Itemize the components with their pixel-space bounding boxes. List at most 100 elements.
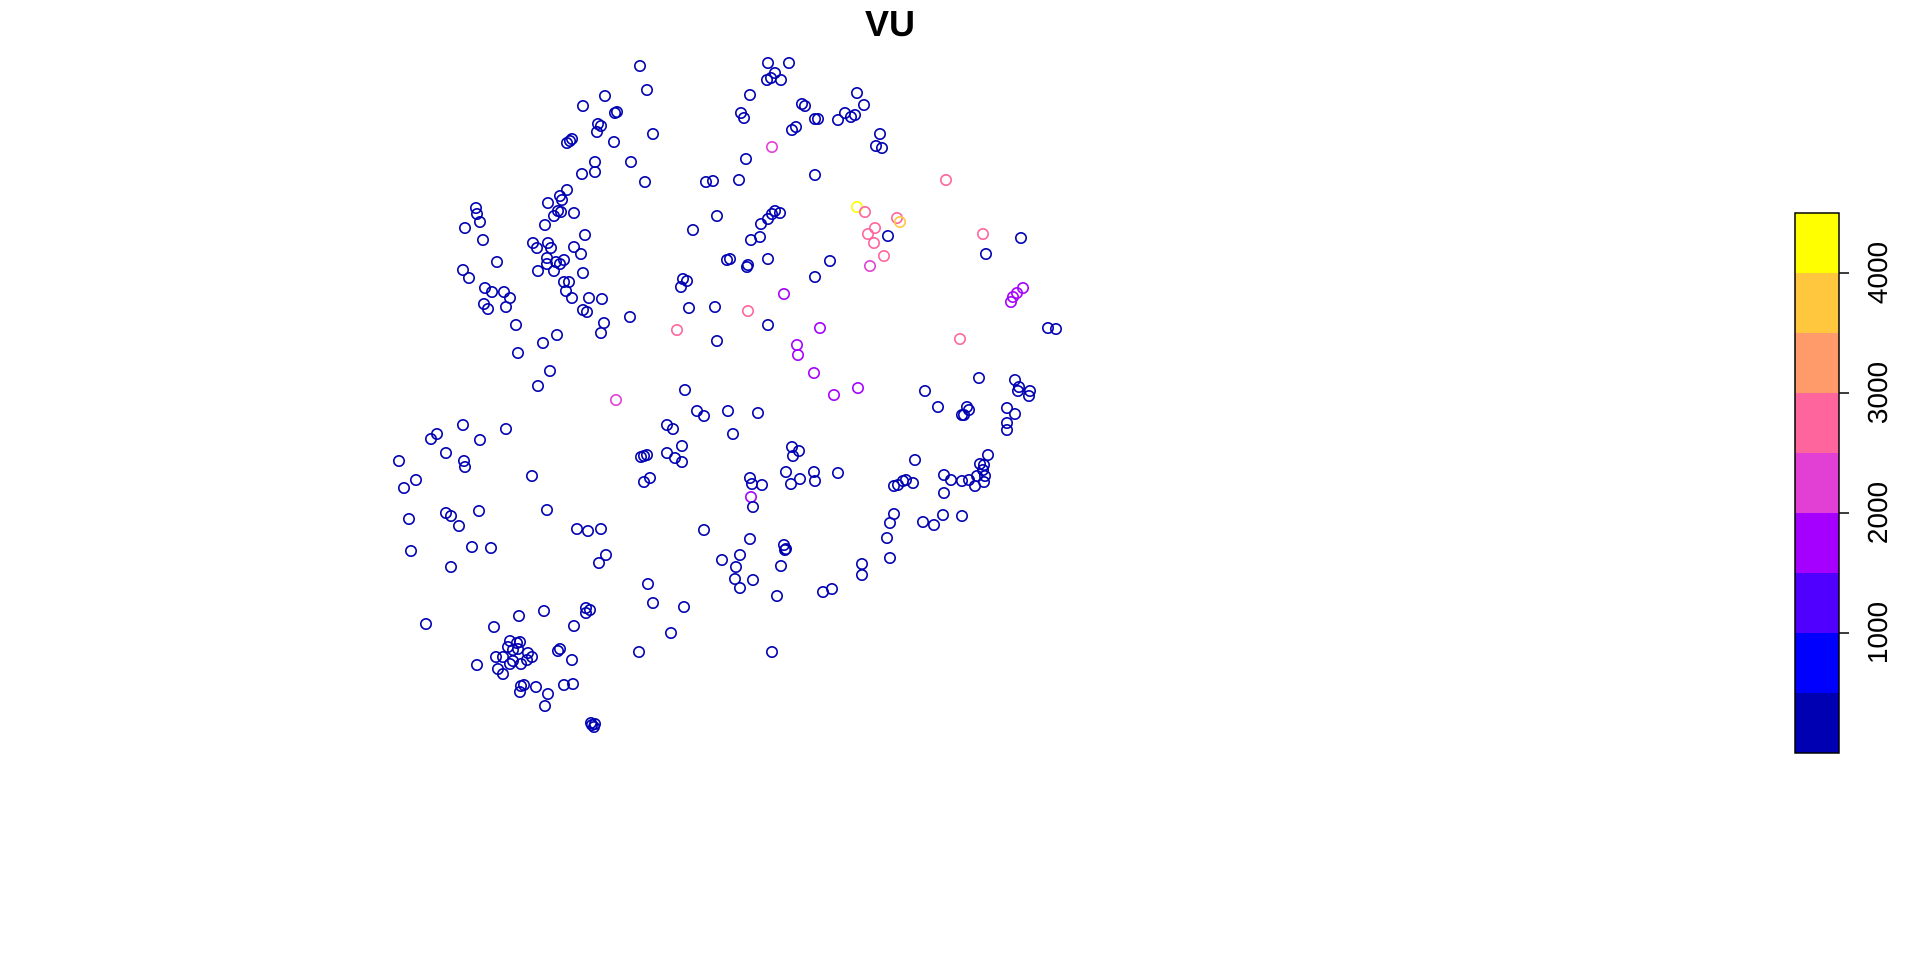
data-point: [807, 465, 820, 478]
data-point: [916, 515, 929, 528]
data-point: [875, 142, 888, 155]
data-point: [529, 680, 542, 693]
data-point: [793, 472, 806, 485]
data-point: [868, 222, 881, 235]
data-point: [559, 284, 572, 297]
data-point: [513, 685, 526, 698]
data-point: [553, 257, 566, 270]
data-point: [563, 135, 576, 148]
data-point: [746, 573, 759, 586]
data-point: [592, 556, 605, 569]
data-point: [525, 469, 538, 482]
data-point: [927, 518, 940, 531]
data-point: [1014, 232, 1027, 245]
data-point: [869, 140, 882, 153]
data-point: [497, 285, 510, 298]
data-point: [955, 509, 968, 522]
data-point: [579, 606, 592, 619]
data-point: [487, 620, 500, 633]
data-point: [955, 408, 968, 421]
data-point: [578, 229, 591, 242]
data-point: [567, 241, 580, 254]
data-point: [855, 557, 868, 570]
data-point: [567, 207, 580, 220]
data-point: [743, 532, 756, 545]
data-point: [511, 346, 524, 359]
data-point: [588, 166, 601, 179]
data-point: [1000, 423, 1013, 436]
data-point: [791, 348, 804, 361]
data-point: [594, 522, 607, 535]
data-point: [755, 478, 768, 491]
data-point: [675, 439, 688, 452]
data-point: [831, 114, 844, 127]
data-point: [597, 316, 610, 329]
data-point: [944, 473, 957, 486]
data-point: [580, 305, 593, 318]
data-point: [456, 263, 469, 276]
data-point: [541, 687, 554, 700]
data-point: [531, 379, 544, 392]
data-point: [638, 176, 651, 189]
legend-band: [1795, 633, 1839, 693]
data-point: [697, 409, 710, 422]
data-point: [785, 124, 798, 137]
data-point: [686, 224, 699, 237]
data-point: [777, 287, 790, 300]
data-point: [521, 646, 534, 659]
data-point: [540, 503, 553, 516]
data-point: [979, 248, 992, 261]
legend-ticks: 1000 2000 3000 4000: [1839, 242, 1893, 664]
data-point: [883, 551, 896, 564]
data-point: [664, 626, 677, 639]
legend-band: [1795, 513, 1839, 573]
data-point: [610, 106, 623, 119]
data-point: [678, 383, 691, 396]
data-point: [594, 326, 607, 339]
data-point: [565, 653, 578, 666]
data-point: [646, 596, 659, 609]
legend-band: [1795, 453, 1839, 513]
data-point: [623, 310, 636, 323]
data-point: [970, 469, 983, 482]
data-point: [537, 604, 550, 617]
data-point: [588, 156, 601, 169]
data-point: [823, 255, 836, 268]
data-point: [557, 678, 570, 691]
data-point: [514, 679, 527, 692]
data-point: [733, 581, 746, 594]
data-point: [581, 524, 594, 537]
data-point: [981, 448, 994, 461]
data-point: [743, 89, 756, 102]
data-point: [770, 589, 783, 602]
data-point: [496, 667, 509, 680]
data-point: [827, 388, 840, 401]
data-point: [469, 202, 482, 215]
data-point: [737, 112, 750, 125]
data-point: [779, 465, 792, 478]
data-point: [808, 474, 821, 487]
data-point: [591, 118, 604, 131]
data-point: [706, 175, 719, 188]
data-point: [462, 271, 475, 284]
data-point: [773, 207, 786, 220]
data-point: [538, 219, 551, 232]
data-point: [808, 270, 821, 283]
data-point: [1042, 321, 1055, 334]
data-point: [582, 291, 595, 304]
legend-band: [1795, 273, 1839, 333]
legend-band: [1795, 573, 1839, 633]
data-point: [877, 250, 890, 263]
data-point: [1008, 407, 1021, 420]
data-point: [778, 543, 791, 556]
data-point: [745, 477, 758, 490]
data-point: [728, 572, 741, 585]
data-point: [899, 473, 912, 486]
data-point: [751, 406, 764, 419]
data-point: [918, 384, 931, 397]
data-point: [744, 490, 757, 503]
data-point: [978, 469, 991, 482]
data-point: [576, 266, 589, 279]
data-point: [1050, 322, 1063, 335]
data-point: [444, 560, 457, 573]
